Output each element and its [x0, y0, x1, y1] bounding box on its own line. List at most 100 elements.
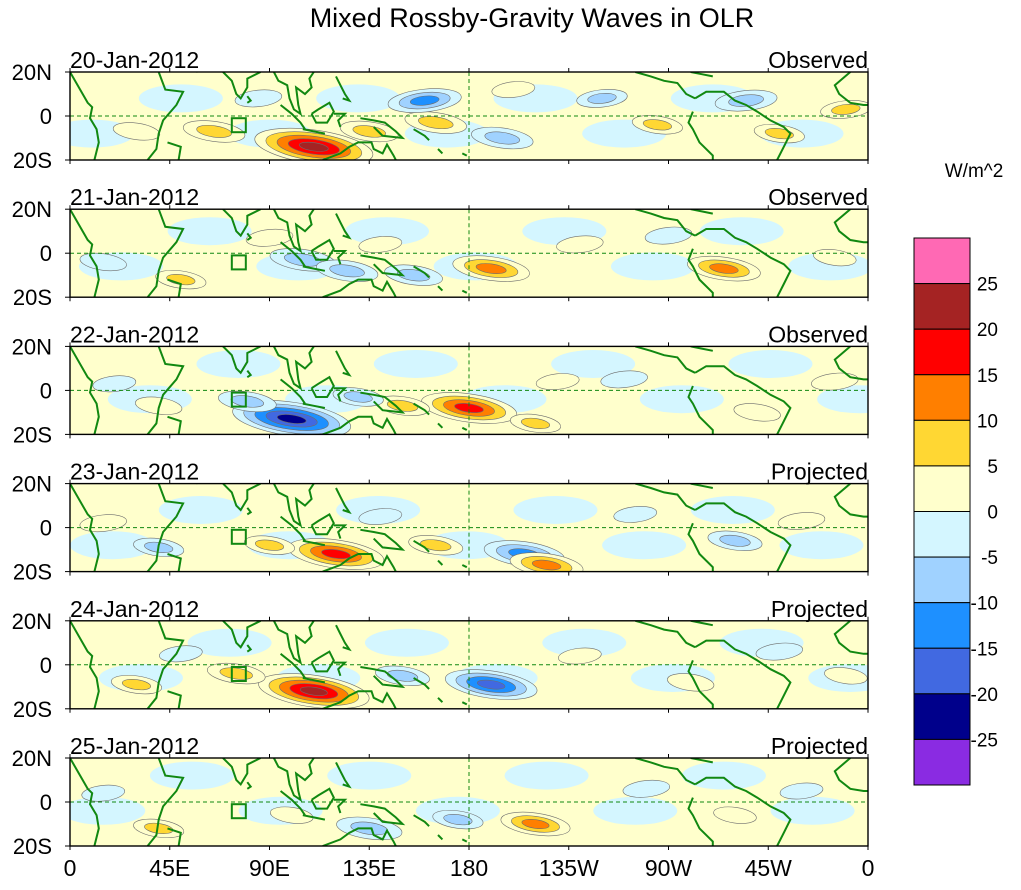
coastlines — [70, 346, 868, 435]
anomaly-cell — [471, 126, 534, 150]
anomaly-cell — [824, 667, 868, 685]
coastlines — [70, 209, 868, 298]
panel-status: Observed — [768, 184, 868, 210]
anomaly-cell — [713, 806, 757, 824]
anomaly-cell — [556, 235, 604, 254]
background-band — [70, 531, 155, 560]
anomaly-cell — [287, 538, 385, 570]
colorbar-label: -25 — [971, 730, 998, 751]
x-tick-label: 135W — [539, 855, 599, 881]
background-band — [158, 496, 243, 524]
colorbar-box — [913, 374, 971, 421]
panel-date: 25-Jan-2012 — [70, 733, 199, 759]
background-band — [699, 217, 784, 246]
anomaly-cell — [777, 512, 826, 530]
anomaly-cell — [133, 818, 185, 839]
colorbar-label: 0 — [987, 503, 998, 524]
anomaly-cell — [81, 784, 126, 802]
background-band — [70, 796, 146, 825]
background-band — [373, 350, 458, 378]
anomaly-cell — [258, 673, 370, 709]
region-box — [230, 117, 247, 134]
anomaly-cell — [576, 89, 628, 108]
panel-2: 20N 0 20S 21-Jan-2012 Observed — [12, 184, 869, 310]
colorbar-label: 10 — [977, 411, 998, 432]
background-band — [196, 350, 281, 378]
coastlines — [70, 620, 868, 709]
colorbar-box — [913, 328, 971, 376]
y-tick-label: 0 — [40, 378, 52, 403]
x-tick-label: 135E — [342, 855, 396, 881]
colorbar-label: -15 — [971, 639, 998, 660]
y-tick-label: 20S — [13, 560, 52, 585]
y-tick-label: 20N — [12, 197, 52, 222]
x-tick-label: 180 — [450, 855, 488, 881]
anomaly-cell — [155, 269, 207, 290]
colorbar-box — [913, 237, 971, 285]
y-tick-label: 20N — [12, 472, 52, 497]
panel-5: 20N 0 20S 24-Jan-2012 Projected — [12, 596, 869, 722]
background-band — [344, 217, 429, 246]
y-tick-label: 20N — [12, 746, 52, 771]
region-box — [230, 254, 247, 271]
panel-1: 20N 0 20S 20-Jan-2012 Observed — [12, 47, 869, 173]
anomaly-cell — [315, 259, 379, 282]
colorbar-box — [913, 419, 971, 467]
anomaly-cell — [600, 370, 648, 389]
anomaly-cell — [404, 111, 467, 134]
background-band — [364, 628, 449, 657]
background-band — [639, 385, 724, 414]
anomaly-cell — [254, 127, 374, 160]
region-box — [230, 666, 247, 682]
panel-date: 22-Jan-2012 — [70, 321, 199, 347]
anomaly-cell — [733, 403, 781, 422]
y-tick-label: 0 — [40, 790, 52, 815]
anomaly-cell — [358, 236, 403, 253]
panels-group: 20N 0 20S 20-Jan-2012 Observed 20N 0 20S 21-Jan-… — [12, 47, 869, 859]
anomaly-cell — [111, 674, 162, 695]
colorbar-box — [913, 602, 971, 649]
panel-status: Projected — [771, 596, 868, 622]
x-tick-label: 45W — [745, 855, 793, 881]
background-band — [817, 385, 868, 414]
colorbar-box — [913, 511, 971, 558]
anomaly-cell — [358, 508, 403, 525]
y-tick-label: 20N — [12, 609, 52, 634]
x-tick-label: 90E — [249, 855, 290, 881]
y-tick-label: 20N — [12, 60, 52, 85]
panel-3: 20N 0 20S 22-Jan-2012 Observed — [12, 321, 869, 447]
background-band — [681, 761, 766, 790]
anomaly-cell — [755, 642, 804, 661]
colorbar-label: 5 — [987, 457, 998, 478]
panel-date: 21-Jan-2012 — [70, 184, 199, 210]
anomaly-cell — [408, 535, 464, 556]
anomaly-cell — [112, 122, 161, 141]
background-band — [770, 796, 855, 825]
anomaly-cell — [500, 811, 571, 837]
anomaly-cell — [535, 373, 580, 390]
anomaly-cell — [687, 255, 761, 282]
panel-date: 23-Jan-2012 — [70, 459, 199, 485]
anomaly-cell — [232, 400, 352, 435]
coastlines — [70, 483, 868, 572]
background-band — [167, 217, 252, 246]
anomaly-cell — [622, 779, 671, 798]
region-box — [230, 528, 247, 545]
colorbar-box — [913, 738, 971, 786]
background-band — [779, 531, 864, 560]
colorbar-label: -20 — [971, 685, 998, 706]
colorbar-label: -5 — [981, 548, 998, 569]
anomaly-cell — [510, 413, 561, 434]
y-tick-label: 0 — [40, 104, 52, 129]
colorbar-label: 20 — [977, 320, 998, 341]
x-axis: 0 45E 90E 135E 180 135W 90W 45W 0 — [64, 855, 875, 881]
anomaly-cell — [613, 506, 658, 523]
anomaly-cell — [432, 809, 484, 830]
colorbar-label: 15 — [977, 366, 998, 387]
panel-6: 20N 0 20S 25-Jan-2012 Projected — [12, 733, 869, 859]
y-tick-label: 0 — [40, 516, 52, 541]
region-box — [230, 803, 247, 820]
y-tick-label: 20S — [13, 148, 52, 173]
background-band — [513, 496, 598, 524]
